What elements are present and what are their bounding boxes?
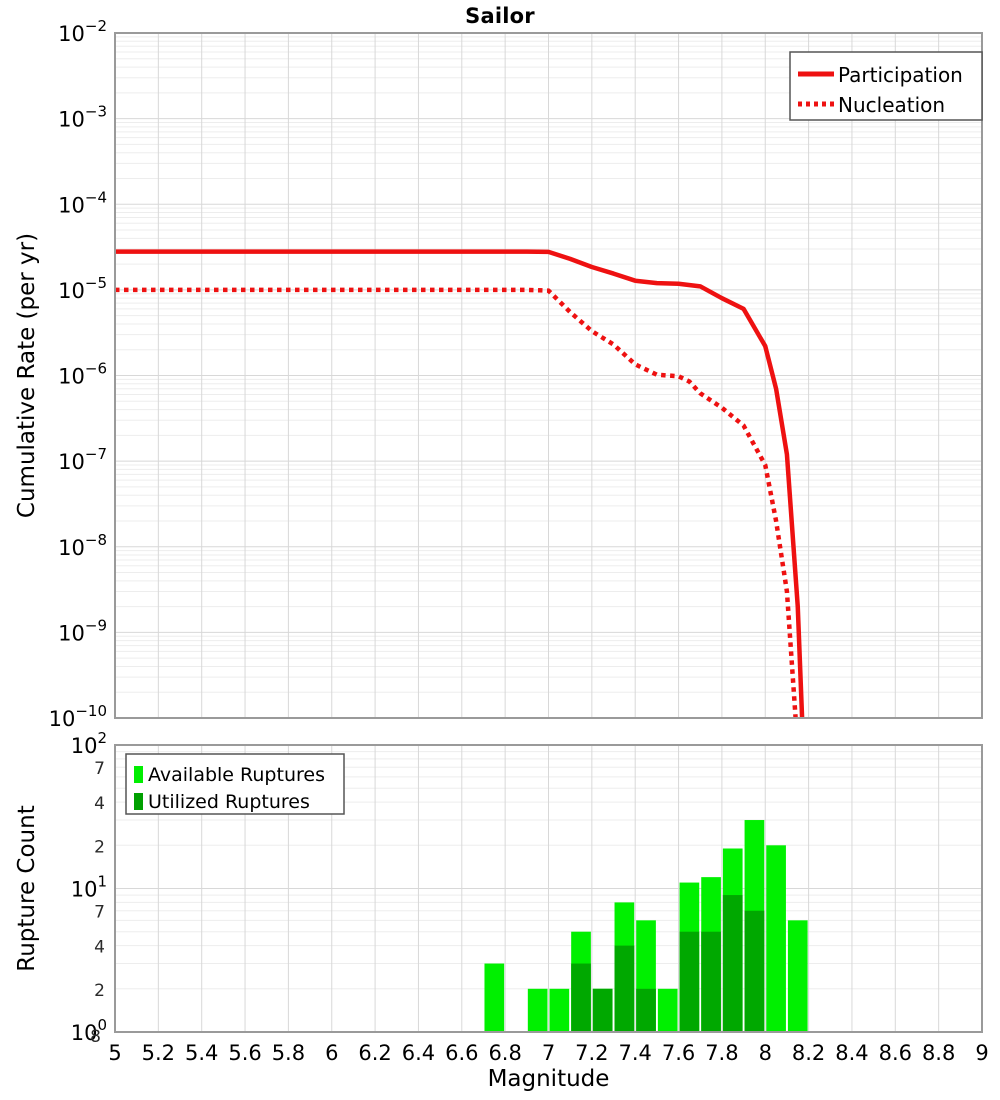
y-tick-label: 10−2 <box>58 17 107 46</box>
bottom-plot-frame <box>114 744 983 1033</box>
y-tick-label: 10−10 <box>49 702 107 731</box>
y-minor-tick-label: 2 <box>94 837 105 857</box>
page-title: Sailor <box>465 4 535 28</box>
x-tick-label: 7.6 <box>662 1041 695 1065</box>
rupture-bars <box>484 820 808 1032</box>
bar-available <box>549 988 570 1032</box>
x-axis-label: Magnitude <box>488 1066 610 1092</box>
legend-label: Available Ruptures <box>148 764 325 786</box>
bar-utilized <box>636 988 656 1032</box>
x-tick-label: 6 <box>325 1041 338 1065</box>
bottom-y-axis-label: Rupture Count <box>14 805 40 971</box>
y-tick-label: 10−3 <box>58 103 107 132</box>
y-tick-label: 10−4 <box>58 188 107 217</box>
y-tick-label: 10−9 <box>58 616 107 645</box>
x-tick-label: 8.2 <box>792 1041 825 1065</box>
x-tick-label: 5.6 <box>228 1041 261 1065</box>
y-minor-tick-label: 7 <box>94 759 105 779</box>
x-tick-label: 6.2 <box>358 1041 391 1065</box>
legend-swatch-utilized <box>134 793 143 810</box>
bar-utilized <box>744 910 765 1032</box>
y-tick-label: 10−6 <box>58 360 107 389</box>
bar-utilized <box>701 931 721 1032</box>
bar-available <box>484 963 505 1032</box>
curve-participation <box>115 249 805 719</box>
y-minor-tick-label: 2 <box>94 981 105 1001</box>
bar-utilized <box>571 963 591 1032</box>
bottom-legend-box <box>125 753 345 815</box>
x-tick-label: 8.8 <box>922 1041 955 1065</box>
bar-available <box>657 988 678 1032</box>
y-minor-tick-label: 4 <box>94 794 105 814</box>
x-tick-label: 5.2 <box>142 1041 175 1065</box>
bar-utilized <box>614 945 635 1032</box>
bar-available <box>766 845 786 1032</box>
axis-labels: Cumulative Rate (per yr) Rupture Count Mag… <box>14 233 609 1092</box>
y-tick-label: 10−7 <box>58 445 107 474</box>
legend-label: Participation <box>838 63 963 87</box>
x-tick-label: 8 <box>759 1041 772 1065</box>
y-tick-label: 101 <box>71 873 107 902</box>
x-tick-label: 7.2 <box>575 1041 608 1065</box>
rate-curves <box>115 249 805 719</box>
plot-frames <box>114 32 983 1033</box>
x-tick-label: 8.4 <box>835 1041 868 1065</box>
y-tick-label: 10−5 <box>58 274 107 303</box>
axis-ticks: 10−2 10−3 10−4 10−5 10−6 10−7 10−8 10−9 10−10102… <box>49 17 989 1065</box>
x-tick-label: 6.4 <box>402 1041 435 1065</box>
top-legend-box <box>789 51 983 121</box>
x-tick-label: 7.4 <box>618 1041 651 1065</box>
x-tick-label: 7 <box>542 1041 555 1065</box>
x-tick-label: 6.6 <box>445 1041 478 1065</box>
legend-swatch-available <box>134 766 143 783</box>
x-tick-label: 5 <box>108 1041 121 1065</box>
legend-label: Nucleation <box>838 93 945 117</box>
bar-utilized <box>722 895 743 1032</box>
top-y-axis-label: Cumulative Rate (per yr) <box>14 233 40 518</box>
x-tick-label: 5.4 <box>185 1041 218 1065</box>
gridlines <box>114 32 983 1033</box>
y-tick-label: 10−8 <box>58 531 107 560</box>
y-axis-bottom-stray-label: 8 <box>90 1027 101 1047</box>
bar-available <box>787 920 808 1032</box>
y-tick-label: 100 <box>71 1016 107 1045</box>
x-tick-label: 8.6 <box>879 1041 912 1065</box>
y-tick-label: 102 <box>71 729 107 758</box>
x-tick-label: 6.8 <box>488 1041 521 1065</box>
x-tick-label: 9 <box>975 1041 988 1065</box>
top-plot-frame <box>114 32 983 719</box>
curve-nucleation <box>115 287 798 719</box>
y-minor-tick-label: 7 <box>94 903 105 923</box>
legend-label: Utilized Ruptures <box>148 791 310 813</box>
legends: Participation Nucleation Available Rupture… <box>125 51 983 815</box>
x-tick-label: 7.8 <box>705 1041 738 1065</box>
y-minor-tick-label: 4 <box>94 938 105 958</box>
bar-utilized <box>679 931 700 1032</box>
bar-available <box>527 988 548 1032</box>
bar-utilized <box>592 988 613 1032</box>
x-tick-label: 5.8 <box>272 1041 305 1065</box>
